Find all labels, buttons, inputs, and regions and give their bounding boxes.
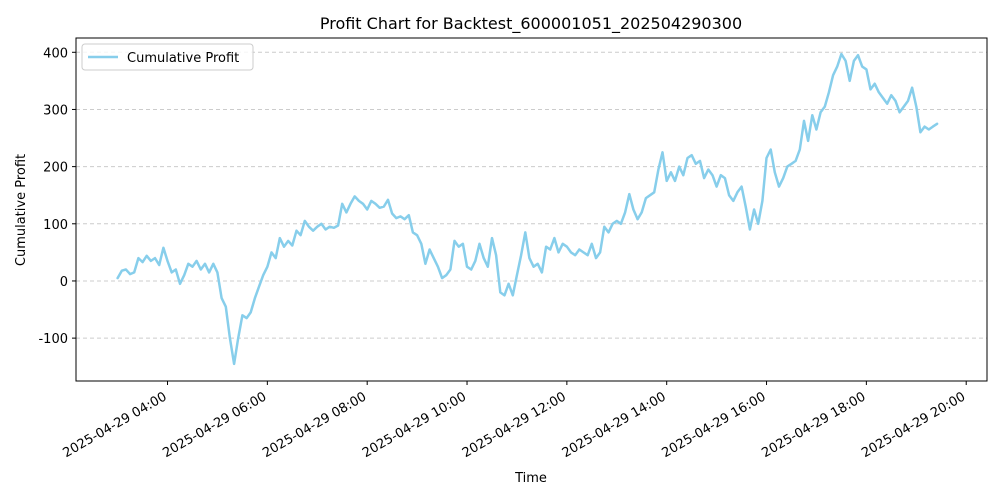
- y-axis-ticks: -100 0 100 200 300 400: [38, 46, 76, 347]
- y-axis-title: Cumulative Profit: [14, 154, 29, 266]
- legend-label: Cumulative Profit: [127, 51, 239, 66]
- legend: Cumulative Profit: [81, 43, 254, 71]
- x-axis-title: Time: [514, 471, 547, 486]
- gridlines: [76, 51, 987, 339]
- y-tick-label: 100: [43, 218, 68, 233]
- series-layer: [116, 52, 939, 366]
- series-line-0: [116, 52, 939, 366]
- y-tick-label: 200: [43, 161, 68, 176]
- y-tick-label: 0: [60, 275, 68, 290]
- plot-frame: [75, 37, 988, 382]
- chart-title: Profit Chart for Backtest_600001051_2025…: [320, 14, 742, 34]
- y-tick-label: 300: [43, 103, 68, 118]
- y-tick-label: 400: [43, 46, 68, 61]
- legend-box: [81, 43, 254, 71]
- y-tick-label: -100: [38, 332, 68, 347]
